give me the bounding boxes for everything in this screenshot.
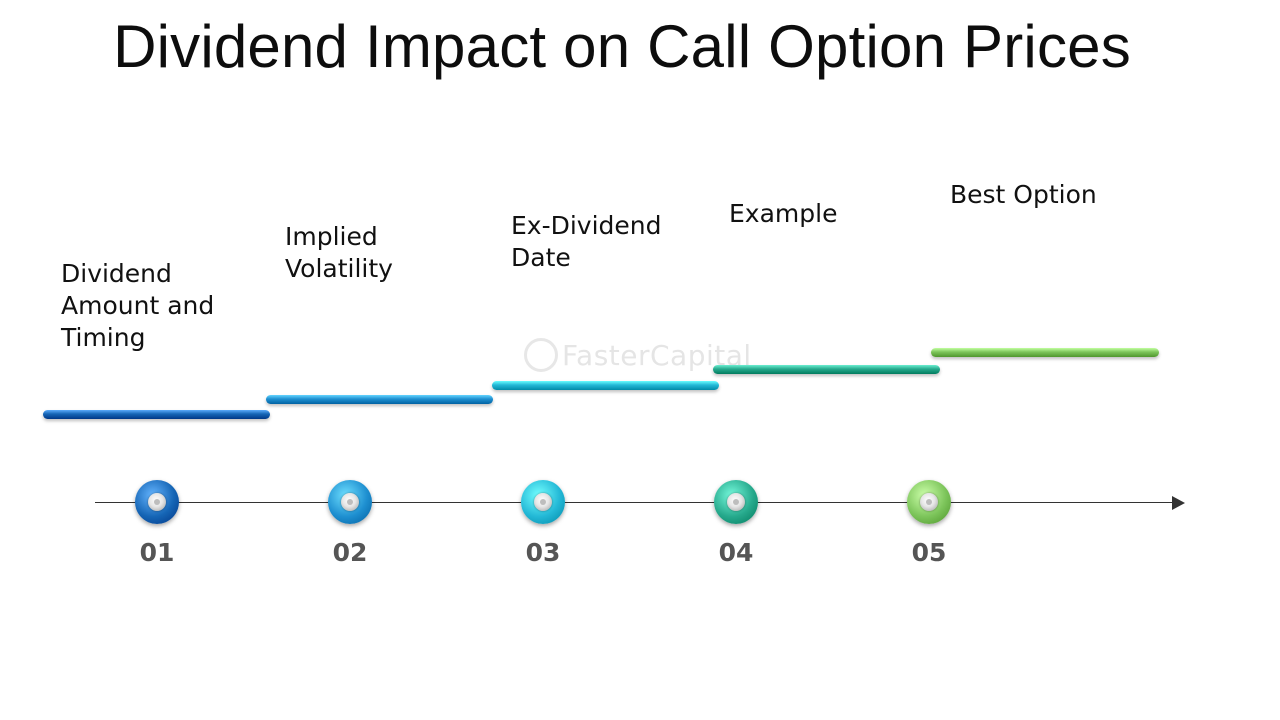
- step-3-bar: [492, 381, 719, 390]
- timeline-node-2: [328, 480, 372, 524]
- timeline-axis: [95, 502, 1173, 503]
- timeline-arrow-icon: [1172, 496, 1185, 510]
- node-center-icon: [534, 493, 552, 511]
- step-5-bar: [931, 348, 1159, 357]
- step-4-number: 04: [706, 538, 766, 567]
- timeline-node-5: [907, 480, 951, 524]
- node-center-icon: [148, 493, 166, 511]
- page-title: Dividend Impact on Call Option Prices: [0, 12, 1244, 81]
- watermark-logo-icon: [524, 338, 558, 372]
- node-center-icon: [920, 493, 938, 511]
- step-2-number: 02: [320, 538, 380, 567]
- step-4-bar: [713, 365, 940, 374]
- step-5-label: Best Option: [950, 179, 1097, 211]
- step-2-bar: [266, 395, 493, 404]
- step-1-number: 01: [127, 538, 187, 567]
- node-center-icon: [727, 493, 745, 511]
- node-center-icon: [341, 493, 359, 511]
- step-3-number: 03: [513, 538, 573, 567]
- step-4-label: Example: [729, 198, 837, 230]
- step-1-label: Dividend Amount and Timing: [61, 258, 214, 354]
- step-3-label: Ex-Dividend Date: [511, 210, 662, 274]
- step-5-number: 05: [899, 538, 959, 567]
- step-2-label: Implied Volatility: [285, 221, 393, 285]
- timeline-node-1: [135, 480, 179, 524]
- step-1-bar: [43, 410, 270, 419]
- timeline-node-4: [714, 480, 758, 524]
- timeline-node-3: [521, 480, 565, 524]
